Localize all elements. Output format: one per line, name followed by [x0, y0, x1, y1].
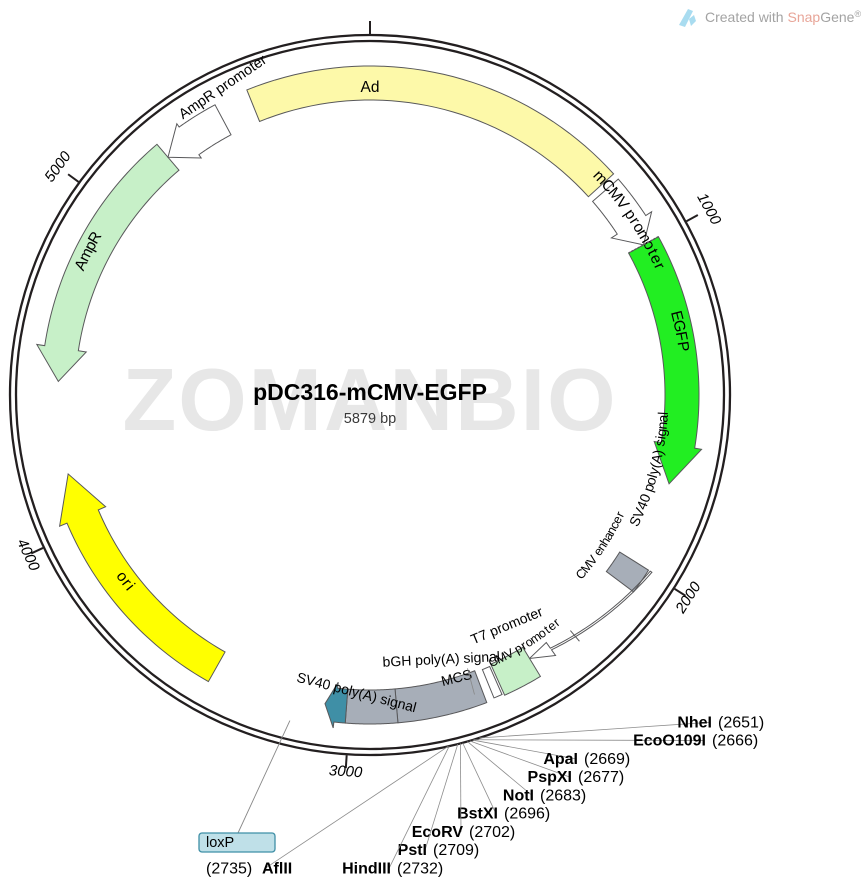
- svg-text:NheI: NheI: [677, 714, 712, 731]
- svg-text:PstI: PstI: [398, 842, 427, 859]
- svg-text:(2702): (2702): [469, 824, 515, 841]
- svg-text:BstXI: BstXI: [457, 806, 498, 823]
- svg-text:Created with SnapGene®: Created with SnapGene®: [705, 9, 861, 25]
- svg-text:ApaI: ApaI: [543, 751, 578, 768]
- svg-text:1000: 1000: [693, 190, 724, 228]
- svg-text:pDC316-mCMV-EGFP: pDC316-mCMV-EGFP: [253, 379, 487, 405]
- svg-text:EcoRV: EcoRV: [412, 824, 464, 841]
- svg-text:(2666): (2666): [712, 733, 758, 750]
- svg-text:PspXI: PspXI: [528, 769, 572, 786]
- svg-text:(2669): (2669): [584, 751, 630, 768]
- svg-text:(2696): (2696): [504, 806, 550, 823]
- svg-text:(2732): (2732): [397, 860, 443, 877]
- svg-text:5879 bp: 5879 bp: [344, 411, 396, 427]
- svg-text:EcoO109I: EcoO109I: [633, 733, 706, 750]
- svg-text:loxP: loxP: [206, 835, 234, 851]
- svg-text:(2709): (2709): [433, 842, 479, 859]
- svg-text:Ad: Ad: [361, 79, 380, 96]
- svg-text:HindIII: HindIII: [342, 860, 391, 877]
- svg-text:AflII: AflII: [262, 860, 292, 877]
- svg-text:NotI: NotI: [503, 787, 534, 804]
- svg-text:5000: 5000: [41, 148, 75, 186]
- svg-text:(2677): (2677): [578, 769, 624, 786]
- svg-text:(2683): (2683): [540, 787, 586, 804]
- svg-text:3000: 3000: [328, 762, 363, 781]
- svg-text:(2735): (2735): [206, 860, 252, 877]
- svg-text:(2651): (2651): [718, 714, 764, 731]
- svg-text:4000: 4000: [13, 536, 43, 574]
- svg-text:bGH poly(A) signal: bGH poly(A) signal: [382, 648, 500, 670]
